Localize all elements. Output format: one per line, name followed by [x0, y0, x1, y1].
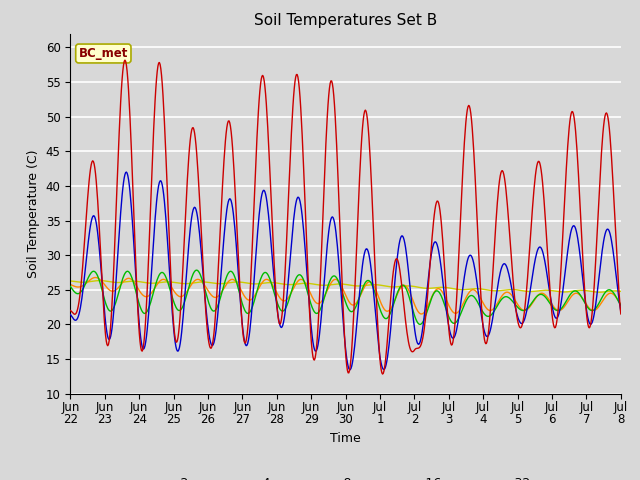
Title: Soil Temperatures Set B: Soil Temperatures Set B	[254, 13, 437, 28]
Text: BC_met: BC_met	[79, 47, 128, 60]
X-axis label: Time: Time	[330, 432, 361, 445]
Y-axis label: Soil Temperature (C): Soil Temperature (C)	[28, 149, 40, 278]
Legend: -2cm, -4cm, -8cm, -16cm, -32cm: -2cm, -4cm, -8cm, -16cm, -32cm	[136, 472, 555, 480]
